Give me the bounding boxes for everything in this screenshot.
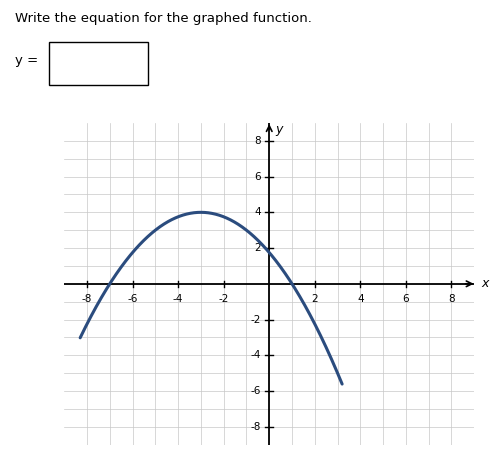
Text: -4: -4 <box>173 294 183 304</box>
Text: 6: 6 <box>254 172 261 182</box>
Text: 8: 8 <box>448 294 455 304</box>
Text: -6: -6 <box>251 386 261 396</box>
Text: 2: 2 <box>312 294 318 304</box>
Text: -4: -4 <box>251 350 261 360</box>
Text: y =: y = <box>15 54 38 67</box>
Text: -8: -8 <box>251 422 261 432</box>
Text: 4: 4 <box>254 207 261 217</box>
Text: 2: 2 <box>254 243 261 253</box>
Text: 4: 4 <box>357 294 364 304</box>
FancyBboxPatch shape <box>49 42 148 85</box>
Text: 8: 8 <box>254 136 261 146</box>
Text: Write the equation for the graphed function.: Write the equation for the graphed funct… <box>15 12 312 26</box>
Text: -2: -2 <box>218 294 229 304</box>
Text: 6: 6 <box>403 294 409 304</box>
Text: -2: -2 <box>251 315 261 324</box>
Text: x: x <box>481 277 489 290</box>
Text: y: y <box>275 123 282 136</box>
Text: -6: -6 <box>127 294 138 304</box>
Text: -8: -8 <box>82 294 92 304</box>
